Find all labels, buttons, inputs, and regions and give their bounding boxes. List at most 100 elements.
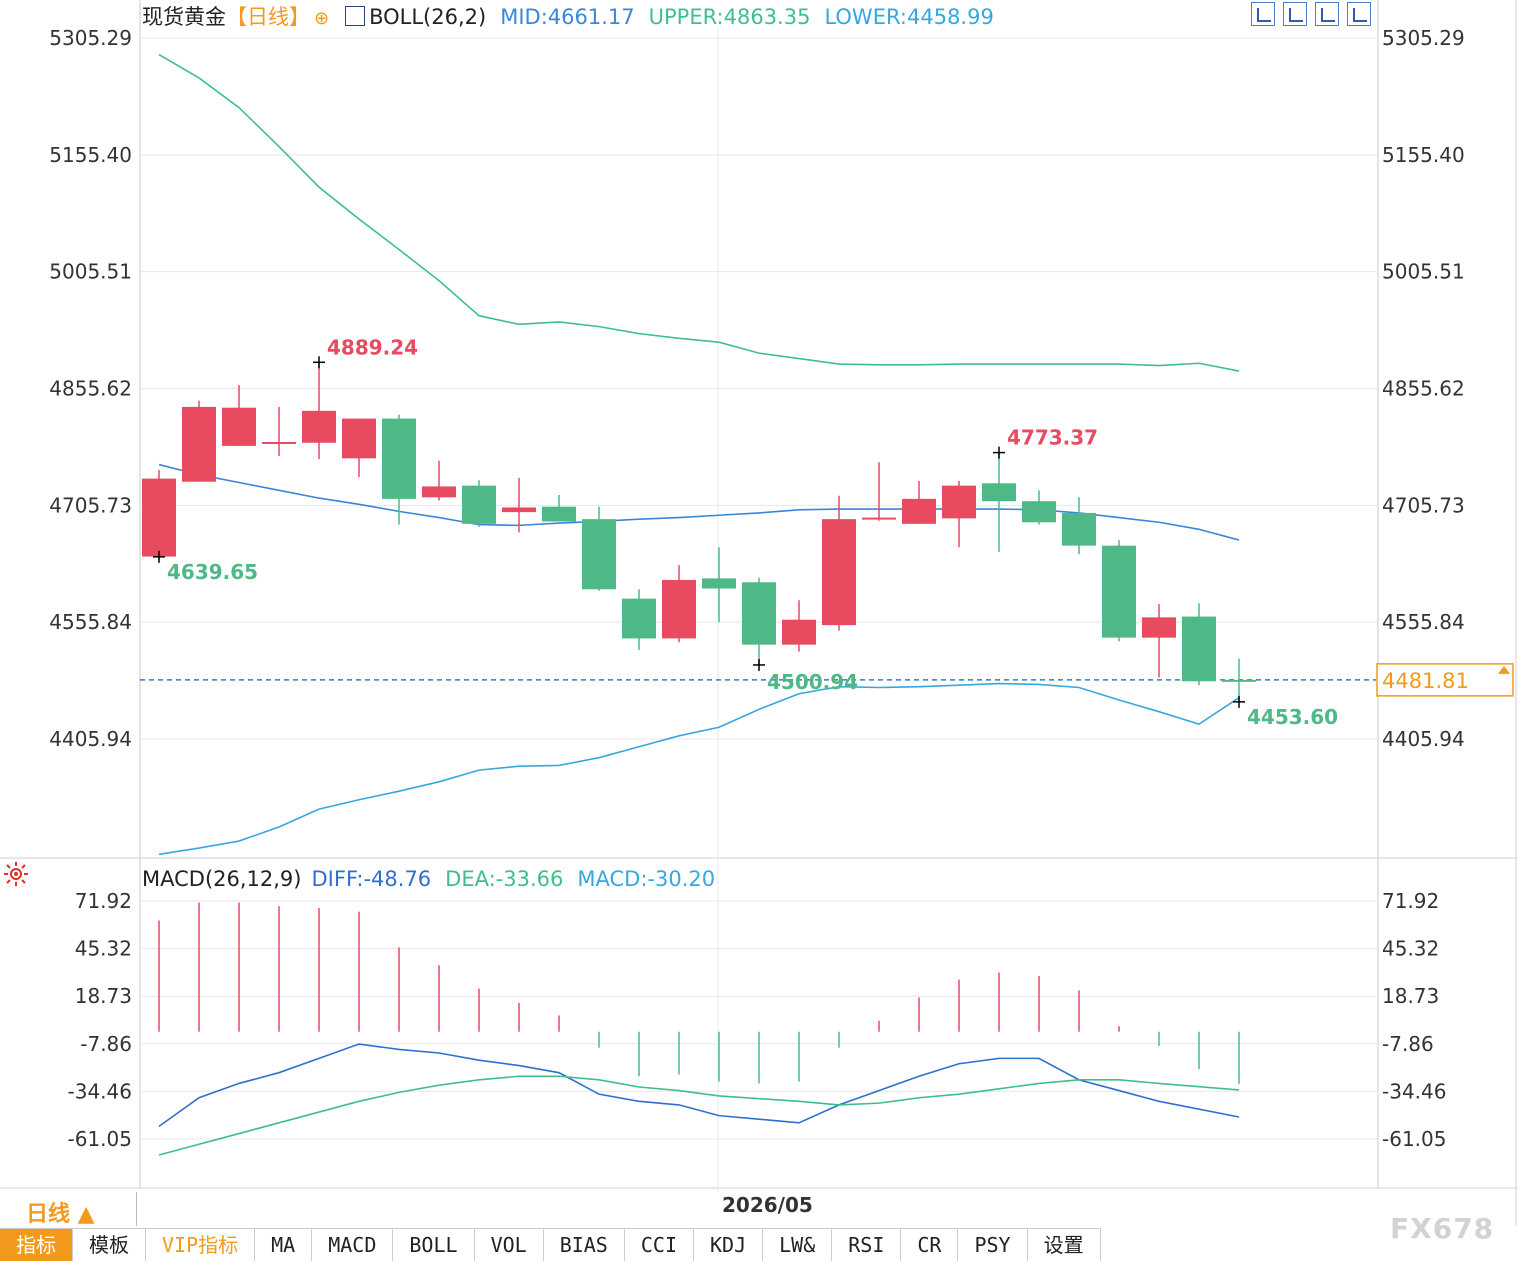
boll-mid-line bbox=[158, 463, 1240, 541]
macd-tick-right: 18.73 bbox=[1382, 984, 1439, 1008]
toolbar-expand-icon[interactable] bbox=[1347, 2, 1371, 26]
candle-body bbox=[502, 507, 536, 513]
target-icon[interactable]: ⊕ bbox=[314, 8, 330, 29]
price-tick-right: 5305.29 bbox=[1382, 26, 1465, 50]
price-tick-left: 5155.40 bbox=[49, 143, 132, 167]
tab-psy[interactable]: PSY bbox=[958, 1229, 1028, 1261]
tab-templates[interactable]: 模板 bbox=[73, 1229, 146, 1261]
price-tick-left: 4405.94 bbox=[49, 727, 132, 751]
candle-body bbox=[982, 483, 1016, 502]
watermark-logo: FX678 bbox=[1390, 1212, 1495, 1245]
period-selector[interactable] bbox=[0, 1192, 137, 1226]
tab-cci[interactable]: CCI bbox=[624, 1229, 694, 1261]
macd-tick-right: 71.92 bbox=[1382, 889, 1439, 913]
extreme-label: 4639.65 bbox=[167, 560, 258, 584]
tab-bias[interactable]: BIAS bbox=[543, 1229, 625, 1261]
candle-body bbox=[742, 582, 776, 645]
candle-body bbox=[862, 517, 896, 520]
candle-body bbox=[942, 485, 976, 519]
macd-dea-value: DEA:-33.66 bbox=[445, 867, 564, 891]
macd-tick-left: -7.86 bbox=[80, 1032, 132, 1056]
boll-mid-value: MID:4661.17 bbox=[500, 5, 635, 29]
price-tick-right: 4405.94 bbox=[1382, 727, 1465, 751]
candle-body bbox=[542, 506, 576, 522]
toolbar-compare-icon[interactable] bbox=[1315, 2, 1339, 26]
price-tick-right: 4855.62 bbox=[1382, 376, 1465, 400]
macd-tick-left: -34.46 bbox=[68, 1079, 132, 1103]
candle-body bbox=[142, 478, 176, 557]
candle-body bbox=[182, 406, 216, 482]
macd-tick-right: 45.32 bbox=[1382, 937, 1439, 961]
candle-body bbox=[582, 519, 616, 590]
macd-tick-right: -34.46 bbox=[1382, 1079, 1446, 1103]
candle-body bbox=[422, 486, 456, 498]
price-tick-right: 4555.84 bbox=[1382, 610, 1465, 634]
tab-ma[interactable]: MA bbox=[255, 1229, 313, 1261]
period-label[interactable]: 日线 ▲ bbox=[26, 1202, 95, 1227]
candle-body bbox=[902, 498, 936, 524]
boll-lower-value: LOWER:4458.99 bbox=[824, 5, 994, 29]
extreme-label: 4500.94 bbox=[767, 670, 858, 694]
macd-name: MACD(26,12,9) bbox=[142, 867, 302, 891]
tab-kdj[interactable]: KDJ bbox=[693, 1229, 764, 1261]
main-header: 现货黄金【日线】 ⊕ BOLL(26,2) MID:4661.17 UPPER:4863… bbox=[142, 4, 1008, 32]
candle-body bbox=[302, 410, 336, 443]
boll-upper-value: UPPER:4863.35 bbox=[648, 5, 811, 29]
tab-lw[interactable]: LW& bbox=[763, 1229, 833, 1261]
instrument-name: 现货黄金 bbox=[142, 5, 226, 29]
macd-tick-right: -7.86 bbox=[1382, 1032, 1434, 1056]
price-tick-right: 5005.51 bbox=[1382, 260, 1465, 284]
macd-tick-left: -61.05 bbox=[68, 1127, 132, 1151]
price-tick-left: 4705.73 bbox=[49, 493, 132, 517]
boll-lower-line bbox=[158, 682, 1240, 856]
price-tick-left: 4555.84 bbox=[49, 610, 132, 634]
price-tick-right: 5155.40 bbox=[1382, 143, 1465, 167]
toolbar-chart-icon[interactable] bbox=[1283, 2, 1307, 26]
price-up-arrow-icon bbox=[1498, 665, 1510, 674]
candle-body bbox=[622, 598, 656, 639]
candle-body bbox=[1062, 512, 1096, 546]
price-tick-left: 5005.51 bbox=[49, 260, 132, 284]
candle-body bbox=[662, 579, 696, 639]
indicator-tab-bar: 指标 模板 VIP指标 MA MACD BOLL VOL BIAS CCI KD… bbox=[0, 1228, 1101, 1261]
macd-diff-value: DIFF:-48.76 bbox=[311, 867, 432, 891]
candle-body bbox=[222, 407, 256, 446]
candle-body bbox=[1142, 617, 1176, 638]
candle-body bbox=[1102, 545, 1136, 638]
candle-body bbox=[1222, 679, 1256, 682]
macd-tick-right: -61.05 bbox=[1382, 1127, 1446, 1151]
extreme-label: 4773.37 bbox=[1007, 426, 1098, 450]
current-price-label: 4481.81 bbox=[1382, 669, 1469, 693]
macd-hist-value: MACD:-30.20 bbox=[577, 867, 716, 891]
macd-header: MACD(26,12,9) DIFF:-48.76 DEA:-33.66 MACD:-… bbox=[142, 866, 729, 892]
tab-vip-indicators[interactable]: VIP指标 bbox=[146, 1229, 256, 1261]
candle-body bbox=[342, 418, 376, 459]
macd-tick-left: 45.32 bbox=[75, 937, 132, 961]
price-tick-right: 4705.73 bbox=[1382, 493, 1465, 517]
candle-body bbox=[782, 619, 816, 645]
indicator-icon[interactable] bbox=[345, 6, 366, 26]
macd-tick-left: 71.92 bbox=[75, 889, 132, 913]
candle-body bbox=[462, 485, 496, 524]
current-price-box bbox=[1376, 663, 1514, 697]
candle-body bbox=[382, 418, 416, 499]
macd-tick-left: 18.73 bbox=[75, 984, 132, 1008]
tab-rsi[interactable]: RSI bbox=[832, 1229, 902, 1261]
extreme-label: 4889.24 bbox=[327, 335, 418, 359]
candle-body bbox=[1182, 616, 1216, 682]
period-tag: 【日线】 bbox=[226, 5, 310, 29]
candle-body bbox=[1022, 501, 1056, 523]
tab-settings[interactable]: 设置 bbox=[1027, 1229, 1101, 1261]
price-tick-left: 5305.29 bbox=[49, 26, 132, 50]
candle-body bbox=[262, 441, 296, 444]
settings-sun-icon[interactable] bbox=[4, 862, 28, 886]
tab-boll[interactable]: BOLL bbox=[393, 1229, 475, 1261]
tab-cr[interactable]: CR bbox=[901, 1229, 959, 1261]
macd-diff-line bbox=[158, 1043, 1240, 1128]
candle-body bbox=[822, 519, 856, 626]
toolbar-grid-icon[interactable] bbox=[1251, 2, 1275, 26]
tab-vol[interactable]: VOL bbox=[474, 1229, 544, 1261]
tab-indicators[interactable]: 指标 bbox=[0, 1229, 73, 1261]
tab-macd[interactable]: MACD bbox=[312, 1229, 394, 1261]
